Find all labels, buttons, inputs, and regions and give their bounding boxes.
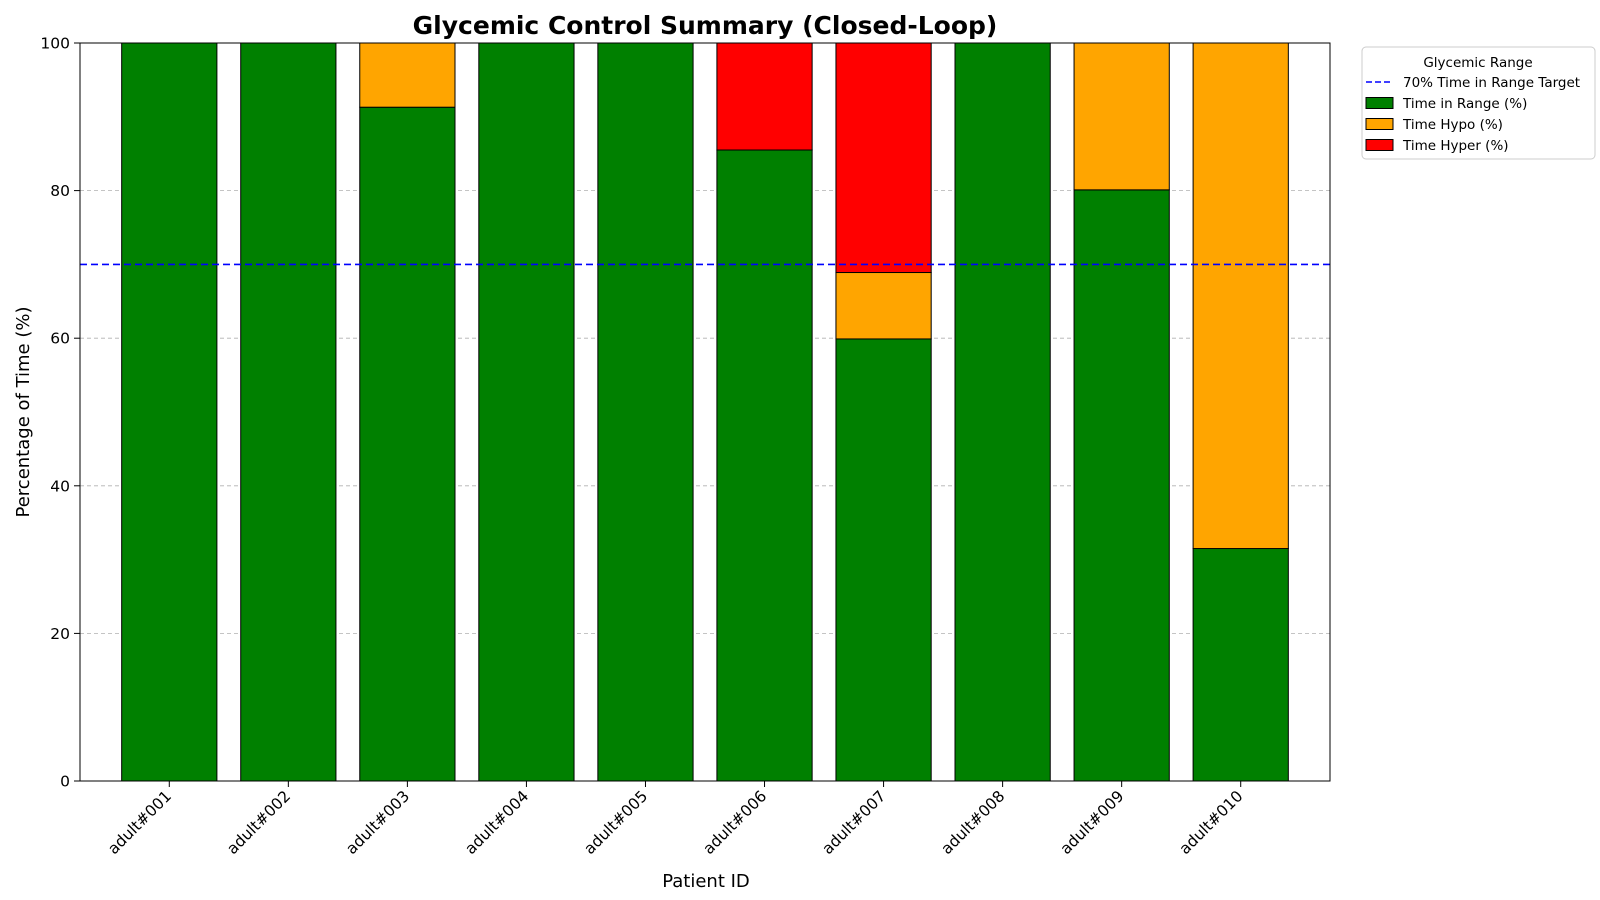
bar-in-range [1192, 548, 1289, 782]
x-axis: adult#001 adult#002 adult#003 adult#004 adul… [104, 781, 1247, 858]
x-tick-label: adult#009 [1057, 787, 1128, 858]
bar-in-range [478, 42, 575, 782]
bar-hyper [716, 42, 813, 151]
bar-in-range [240, 42, 337, 782]
legend-label-hyper: Time Hyper (%) [1402, 138, 1509, 154]
bar-hypo [1192, 42, 1289, 550]
legend-label-target: 70% Time in Range Target [1403, 75, 1580, 91]
y-tick-label: 60 [50, 330, 70, 348]
y-tick-label: 80 [50, 182, 70, 200]
legend-swatch-in-range [1365, 97, 1394, 109]
x-tick-label: adult#001 [104, 787, 175, 858]
legend-swatch-hyper [1365, 139, 1394, 151]
x-tick-label: adult#004 [461, 787, 532, 858]
x-tick-label: adult#002 [223, 787, 294, 858]
x-tick-label: adult#008 [938, 787, 1009, 858]
legend-box [1361, 46, 1596, 160]
y-tick-label: 20 [50, 625, 70, 643]
x-tick-label: adult#003 [342, 787, 413, 858]
bar-in-range [359, 106, 456, 782]
bar-in-range [835, 338, 932, 782]
legend-swatch-hypo [1365, 118, 1394, 130]
legend-title: Glycemic Range [1423, 55, 1532, 71]
plot-frame [79, 42, 1331, 782]
legend-label-hypo: Time Hypo (%) [1402, 117, 1503, 133]
bar-hyper [835, 42, 932, 274]
bar-hypo [835, 272, 932, 340]
gridlines [80, 190, 1330, 634]
y-axis-label: Percentage of Time (%) [13, 307, 34, 518]
x-tick-label: adult#006 [700, 787, 771, 858]
bar-in-range [716, 149, 813, 782]
chart-title: Glycemic Control Summary (Closed-Loop) [413, 11, 998, 40]
y-tick-label: 0 [60, 773, 70, 791]
legend-label-in-range: Time in Range (%) [1402, 96, 1527, 112]
y-tick-label: 100 [40, 35, 70, 53]
bar-in-range [954, 42, 1051, 782]
x-axis-label: Patient ID [662, 871, 750, 892]
bar-hypo [1073, 42, 1170, 191]
legend: Glycemic Range 70% Time in Range Target T… [1361, 46, 1596, 160]
bar-in-range [597, 42, 694, 782]
bar-in-range [121, 42, 218, 782]
bar-in-range [1073, 189, 1170, 782]
y-tick-label: 40 [50, 477, 70, 495]
bar-hypo [359, 42, 456, 108]
y-axis: 0 20 40 60 80 100 [40, 35, 80, 791]
x-tick-label: adult#005 [581, 787, 652, 858]
x-tick-label: adult#007 [819, 787, 890, 858]
x-tick-label: adult#010 [1176, 787, 1247, 858]
bars [121, 42, 1289, 782]
